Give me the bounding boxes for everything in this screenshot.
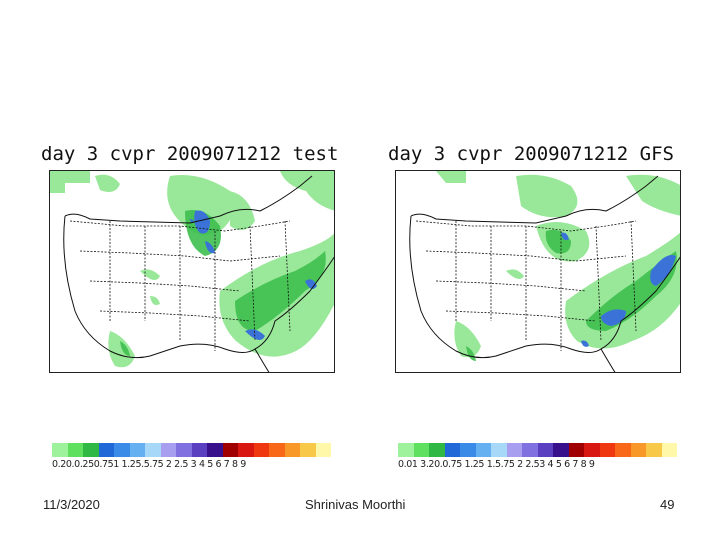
- colorbar-swatch: [238, 443, 254, 457]
- precip-map-test: [49, 170, 335, 373]
- colorbar-swatch: [429, 443, 445, 457]
- colorbar-swatch: [315, 443, 331, 457]
- colorbar-swatch: [300, 443, 316, 457]
- colorbar-swatch: [475, 443, 491, 457]
- colorbar-swatch: [52, 443, 68, 457]
- colorbar-swatch: [98, 443, 114, 457]
- colorbar-gfs: [398, 443, 677, 457]
- colorbar-swatch: [553, 443, 569, 457]
- footer-author: Shrinivas Moorthi: [305, 497, 406, 512]
- colorbar-swatch: [506, 443, 522, 457]
- colorbar-swatch: [584, 443, 600, 457]
- colorbar-swatch: [568, 443, 584, 457]
- colorbar-swatch: [284, 443, 300, 457]
- colorbar-test: [52, 443, 331, 457]
- colorbar-swatch: [176, 443, 192, 457]
- footer-date: 11/3/2020: [43, 497, 100, 512]
- colorbar-swatch: [67, 443, 83, 457]
- colorbar-swatch: [114, 443, 130, 457]
- colorbar-swatch: [537, 443, 553, 457]
- colorbar-swatch: [460, 443, 476, 457]
- colorbar-swatch: [491, 443, 507, 457]
- colorbar-swatch: [522, 443, 538, 457]
- colorbar-swatch: [398, 443, 414, 457]
- colorbar-swatch: [160, 443, 176, 457]
- colorbar-labels-gfs: 0.01 3.20.0.75 1.25 1.5.75 2 2.53 4 5 6 …: [398, 459, 595, 470]
- colorbar-swatch: [599, 443, 615, 457]
- colorbar-swatch: [444, 443, 460, 457]
- panel-title-test: day 3 cvpr 2009071212 test: [41, 143, 339, 165]
- colorbar-swatch: [83, 443, 99, 457]
- colorbar-swatch: [615, 443, 631, 457]
- colorbar-swatch: [630, 443, 646, 457]
- colorbar-swatch: [207, 443, 223, 457]
- colorbar-swatch: [191, 443, 207, 457]
- colorbar-swatch: [646, 443, 662, 457]
- footer-page-number: 49: [660, 497, 675, 512]
- colorbar-labels-test: 0.20.0.250.751 1.25.5.75 2 2.5 3 4 5 6 7…: [52, 459, 246, 470]
- colorbar-swatch: [222, 443, 238, 457]
- precip-map-gfs: [395, 170, 681, 373]
- colorbar-swatch: [413, 443, 429, 457]
- colorbar-swatch: [145, 443, 161, 457]
- colorbar-swatch: [661, 443, 677, 457]
- panel-title-gfs: day 3 cvpr 2009071212 GFS: [388, 143, 674, 165]
- map-graphic-test: [50, 171, 334, 372]
- colorbar-swatch: [269, 443, 285, 457]
- map-graphic-gfs: [409, 171, 680, 372]
- colorbar-swatch: [129, 443, 145, 457]
- colorbar-swatch: [253, 443, 269, 457]
